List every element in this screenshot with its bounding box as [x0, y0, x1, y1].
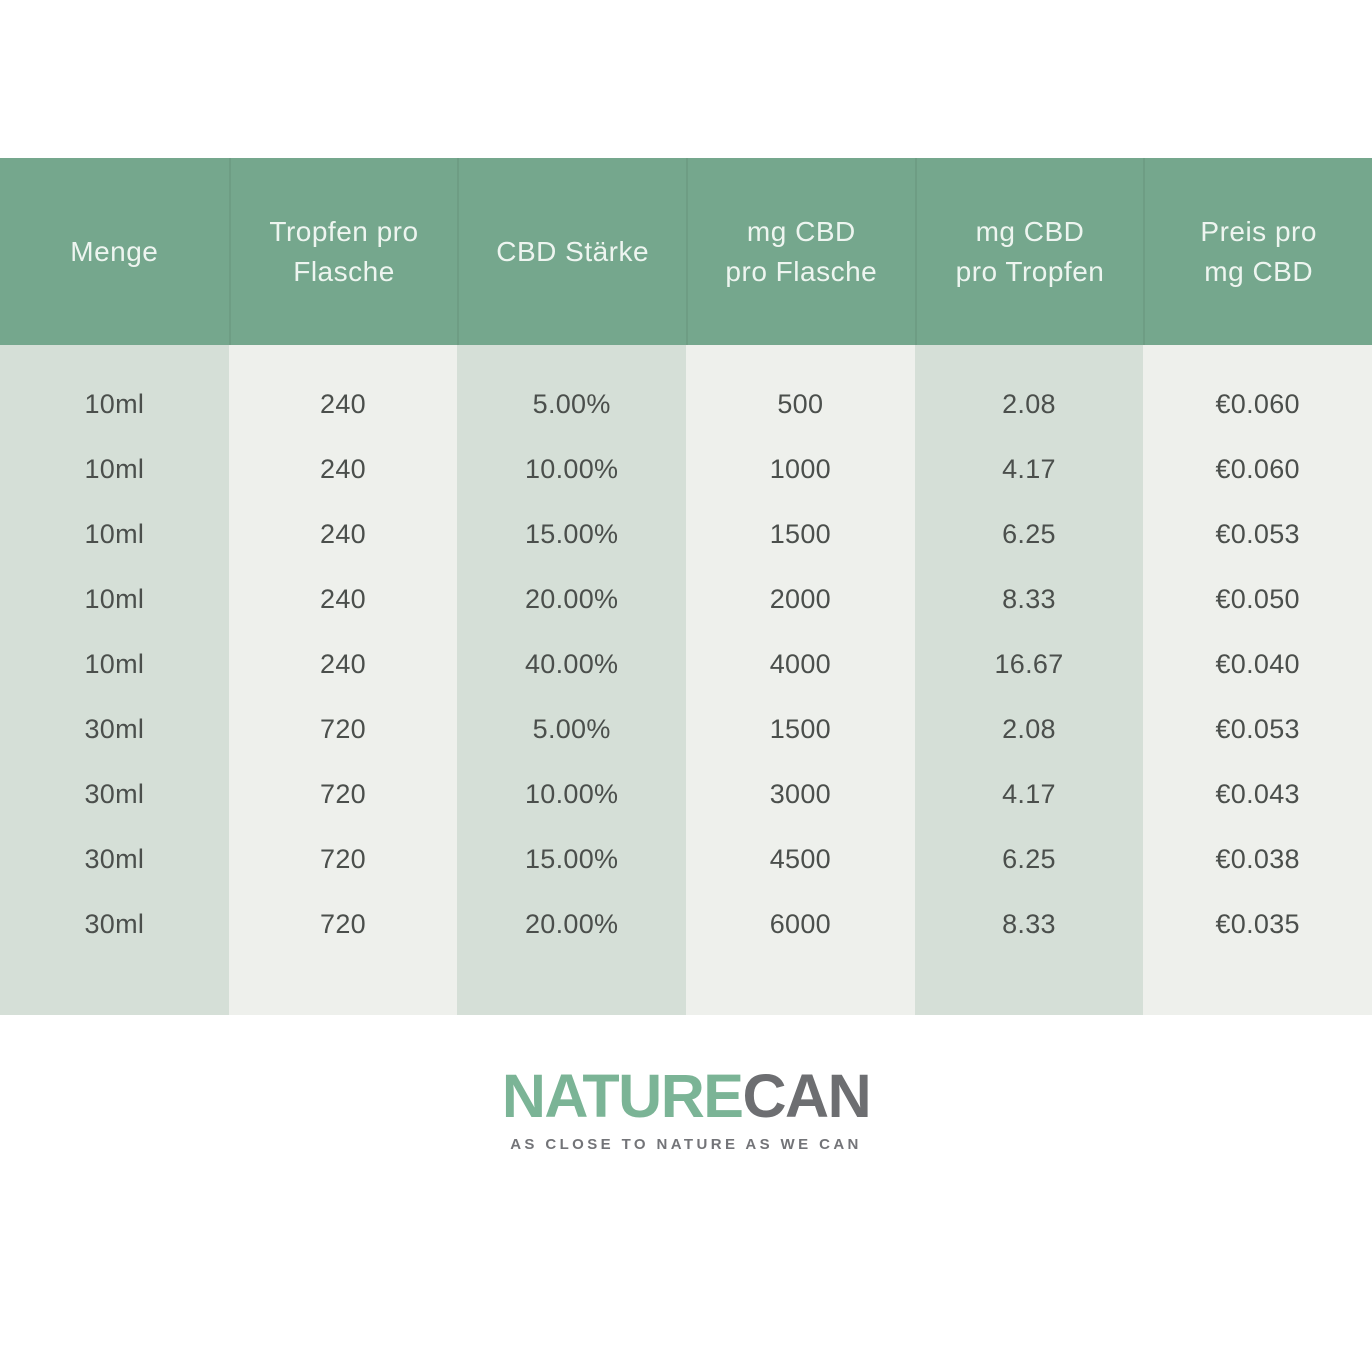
table-cell: 240: [320, 519, 366, 549]
header-label: Menge: [70, 235, 159, 267]
table-cell: 10.00%: [524, 454, 619, 484]
table-cell: 240: [320, 454, 366, 484]
table-cell: 10ml: [84, 454, 145, 484]
table-cell: 1000: [769, 454, 831, 484]
table-column-tropfen-pro-flasche: 240 240 240 240 240 720 720 720 720: [228, 345, 458, 1015]
header-label-line: mg CBD: [975, 216, 1085, 248]
header-label-line: mg CBD: [746, 216, 856, 248]
table-cell: 1500: [769, 714, 831, 744]
header-label-line: pro Tropfen: [955, 255, 1105, 287]
table-header-cell-preis-pro-mg-cbd: Preis pro mg CBD: [1143, 158, 1372, 345]
table-cell: 10ml: [84, 649, 145, 679]
table-cell: 10ml: [84, 519, 145, 549]
table-cell: 10ml: [84, 389, 145, 419]
table-cell: 10.00%: [524, 779, 619, 809]
header-label-line: Flasche: [293, 255, 395, 287]
table-cell: €0.035: [1215, 909, 1300, 939]
table-cell: 240: [320, 649, 366, 679]
table-cell: 15.00%: [524, 519, 619, 549]
table-cell: 15.00%: [524, 844, 619, 874]
table-cell: 720: [320, 844, 366, 874]
table-cell: €0.053: [1215, 714, 1300, 744]
table-header-cell-mg-cbd-pro-flasche: mg CBD pro Flasche: [686, 158, 915, 345]
table-cell: 30ml: [84, 714, 145, 744]
table-cell: €0.060: [1215, 454, 1300, 484]
table-cell: 2.08: [1002, 714, 1056, 744]
table-header-cell-cbd-staerke: CBD Stärke: [457, 158, 686, 345]
table-cell: 4.17: [1002, 454, 1056, 484]
table-cell: 4500: [769, 844, 831, 874]
table-column-menge: 10ml 10ml 10ml 10ml 10ml 30ml 30ml 30ml …: [0, 345, 229, 1015]
table-cell: €0.060: [1215, 389, 1300, 419]
header-label-line: mg CBD: [1204, 255, 1314, 287]
table-cell: €0.050: [1215, 584, 1300, 614]
table-cell: 30ml: [84, 779, 145, 809]
table-cell: €0.053: [1215, 519, 1300, 549]
table-header-cell-menge: Menge: [0, 158, 229, 345]
table-cell: €0.043: [1215, 779, 1300, 809]
table-cell: €0.040: [1215, 649, 1300, 679]
table-column-mg-cbd-pro-tropfen: 2.08 4.17 6.25 8.33 16.67 2.08 4.17 6.25…: [914, 345, 1144, 1015]
table-cell: 30ml: [84, 844, 145, 874]
table-cell: 1500: [769, 519, 831, 549]
header-label-line: Tropfen pro: [269, 216, 419, 248]
table-cell: 8.33: [1002, 909, 1056, 939]
table-column-mg-cbd-pro-flasche: 500 1000 1500 2000 4000 1500 3000 4500 6…: [686, 345, 915, 1015]
table-cell: 5.00%: [532, 714, 611, 744]
table-cell: 2000: [769, 584, 831, 614]
table-cell: 720: [320, 909, 366, 939]
table-cell: 4.17: [1002, 779, 1056, 809]
table-cell: 720: [320, 779, 366, 809]
table-cell: 720: [320, 714, 366, 744]
table-cell: 240: [320, 584, 366, 614]
table-cell: 4000: [769, 649, 831, 679]
header-label-line: Preis pro: [1200, 216, 1317, 248]
table-column-preis-pro-mg-cbd: €0.060 €0.060 €0.053 €0.050 €0.040 €0.05…: [1143, 345, 1372, 1015]
table-header-row: Menge Tropfen pro Flasche CBD Stärke mg …: [0, 158, 1372, 345]
table-cell: 500: [777, 389, 824, 419]
table-cell: 30ml: [84, 909, 145, 939]
wordmark-can: CAN: [742, 1062, 871, 1130]
table-cell: 20.00%: [524, 909, 619, 939]
naturecan-logo: NATURECAN AS CLOSE TO NATURE AS WE CAN: [0, 1066, 1372, 1154]
table-cell: 20.00%: [524, 584, 619, 614]
table-cell: 6000: [769, 909, 831, 939]
table-cell: 5.00%: [532, 389, 611, 419]
wordmark-nature: NATURE: [501, 1062, 744, 1130]
table-cell: 2.08: [1002, 389, 1056, 419]
table-cell: 8.33: [1002, 584, 1056, 614]
logo-tagline: AS CLOSE TO NATURE AS WE CAN: [510, 1136, 862, 1153]
table-cell: 40.00%: [524, 649, 619, 679]
cbd-price-table: Menge Tropfen pro Flasche CBD Stärke mg …: [0, 158, 1372, 1015]
table-column-cbd-staerke: 5.00% 10.00% 15.00% 20.00% 40.00% 5.00% …: [457, 345, 686, 1015]
table-cell: 3000: [769, 779, 831, 809]
table-cell: 6.25: [1002, 519, 1056, 549]
table-cell: 16.67: [994, 649, 1064, 679]
table-header-cell-mg-cbd-pro-tropfen: mg CBD pro Tropfen: [914, 158, 1144, 345]
header-label: CBD Stärke: [496, 235, 650, 267]
table-cell: €0.038: [1215, 844, 1300, 874]
table-cell: 6.25: [1002, 844, 1056, 874]
table-cell: 10ml: [84, 584, 145, 614]
header-label-line: pro Flasche: [725, 255, 878, 287]
table-header-cell-tropfen-pro-flasche: Tropfen pro Flasche: [228, 158, 458, 345]
table-body: 10ml 10ml 10ml 10ml 10ml 30ml 30ml 30ml …: [0, 345, 1372, 1015]
naturecan-wordmark: NATURECAN: [0, 1066, 1372, 1127]
table-cell: 240: [320, 389, 366, 419]
